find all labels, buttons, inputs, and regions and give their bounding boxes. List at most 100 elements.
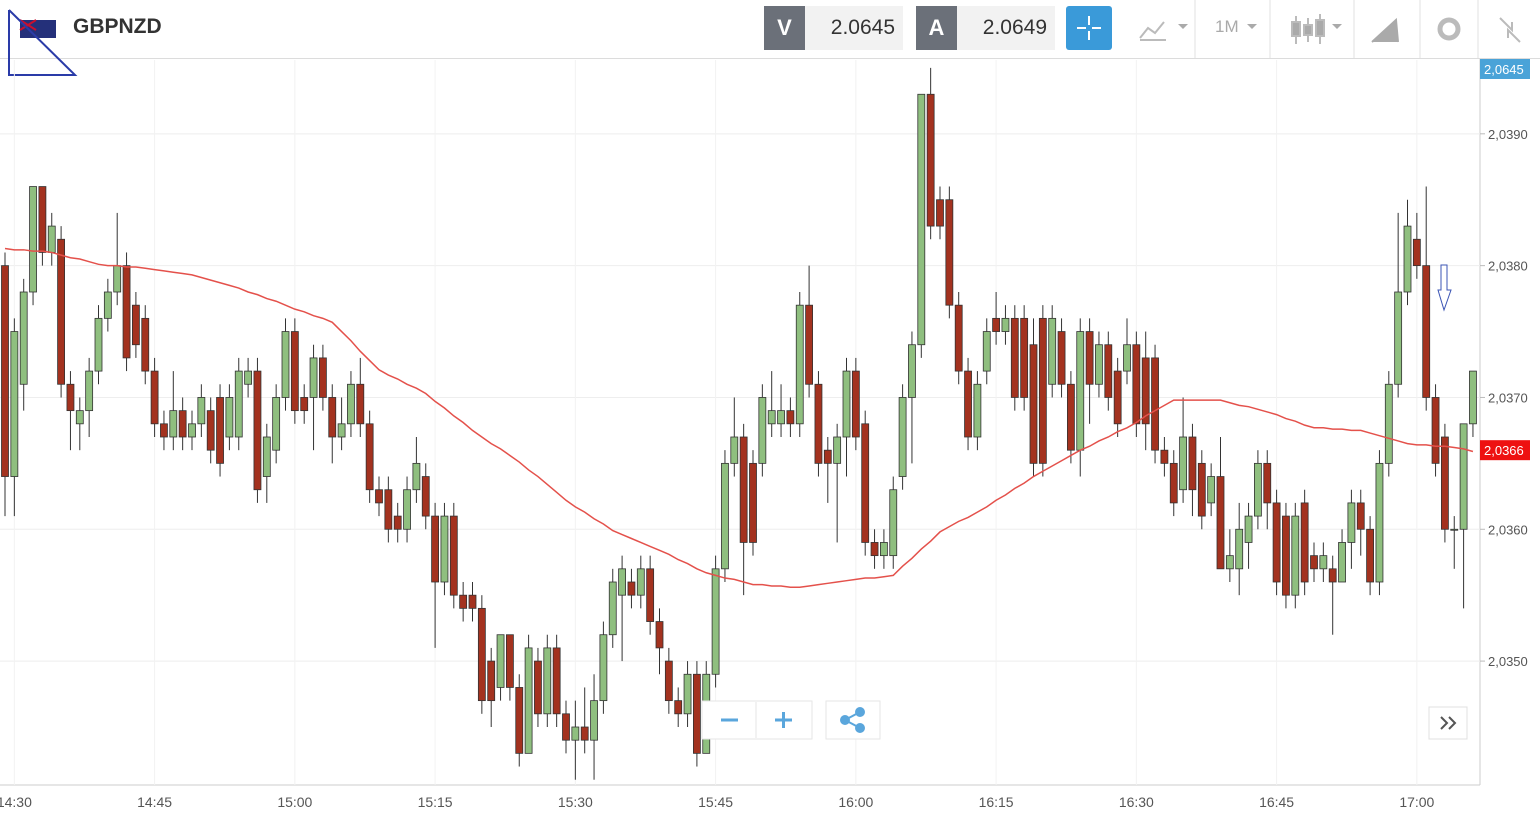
candle-body bbox=[945, 199, 954, 306]
candle-body bbox=[290, 331, 299, 412]
candle-body bbox=[75, 410, 84, 425]
top-price-tag-bg bbox=[1480, 59, 1530, 79]
candle-body bbox=[1319, 555, 1328, 570]
candle-body bbox=[356, 383, 365, 425]
candle-body bbox=[103, 291, 112, 319]
candle-body bbox=[477, 607, 486, 702]
candle-body bbox=[393, 515, 402, 530]
drawing-arrow bbox=[1437, 264, 1452, 312]
buy-label[interactable]: A bbox=[916, 6, 957, 50]
timeframe[interactable]: 1M bbox=[1215, 17, 1239, 36]
candle-body bbox=[29, 186, 37, 293]
candle-body bbox=[917, 93, 926, 346]
zoom-controls bbox=[701, 700, 881, 740]
candle-body bbox=[618, 568, 626, 596]
candle-body bbox=[318, 357, 327, 398]
x-tick-label: 15:45 bbox=[698, 794, 733, 810]
candle-body bbox=[833, 436, 842, 464]
candle-body bbox=[1085, 331, 1094, 385]
candle-body bbox=[898, 397, 907, 477]
candle-body bbox=[1384, 383, 1393, 464]
candle-body bbox=[122, 265, 131, 359]
x-tick-label: 17:00 bbox=[1399, 794, 1434, 810]
candle-body bbox=[365, 423, 374, 491]
scroll-right-button[interactable] bbox=[1428, 706, 1470, 742]
sell-label[interactable]: V bbox=[764, 6, 805, 50]
candle-body bbox=[1272, 502, 1281, 583]
candle-body bbox=[160, 423, 168, 438]
candle-body bbox=[842, 370, 851, 438]
candle-body bbox=[449, 515, 458, 596]
candle-body bbox=[281, 331, 290, 398]
x-tick-label: 16:15 bbox=[979, 794, 1014, 810]
candle-body bbox=[1160, 449, 1169, 464]
candle-body bbox=[814, 383, 823, 464]
candle-body bbox=[1338, 542, 1346, 583]
crosshair-button[interactable] bbox=[1066, 6, 1112, 50]
candle-body bbox=[1300, 502, 1309, 583]
candle-body bbox=[300, 397, 309, 412]
candle-body bbox=[403, 489, 411, 530]
candle-body bbox=[1197, 462, 1206, 517]
candle-body bbox=[1235, 528, 1244, 570]
candle-body bbox=[47, 225, 56, 253]
candle-body bbox=[851, 370, 860, 438]
candle-body bbox=[244, 370, 253, 385]
candle-body bbox=[421, 476, 430, 517]
x-tick-label: 16:30 bbox=[1119, 794, 1154, 810]
candle-body bbox=[1216, 476, 1225, 570]
candle-body bbox=[19, 291, 28, 385]
candle-body bbox=[1225, 555, 1234, 570]
candle-body bbox=[10, 331, 19, 477]
candle-body bbox=[1244, 515, 1253, 543]
candle-body bbox=[646, 568, 655, 622]
candle-body bbox=[524, 647, 533, 754]
candle-body bbox=[1441, 436, 1449, 530]
candle-body bbox=[954, 304, 963, 372]
candle-body bbox=[870, 542, 879, 557]
candle-body bbox=[674, 700, 683, 715]
candle-body bbox=[1328, 568, 1337, 583]
candle-body bbox=[711, 568, 720, 675]
candle-body bbox=[234, 370, 243, 438]
share-button[interactable] bbox=[840, 707, 865, 733]
zoom-in[interactable] bbox=[775, 712, 792, 728]
candle-body bbox=[1132, 344, 1141, 425]
candle-body bbox=[375, 489, 383, 504]
candle-body bbox=[253, 370, 262, 491]
candle-body bbox=[206, 410, 215, 451]
candle-body bbox=[1010, 317, 1019, 398]
candle-body bbox=[1310, 555, 1318, 570]
candle-body bbox=[150, 370, 159, 425]
candle-body bbox=[272, 397, 281, 451]
x-tick-label: 16:45 bbox=[1259, 794, 1294, 810]
candle-body bbox=[1263, 462, 1272, 504]
candle-body bbox=[113, 265, 122, 293]
candle-body bbox=[777, 410, 785, 425]
candle-body bbox=[1431, 397, 1440, 464]
candle-body bbox=[1123, 344, 1131, 372]
candle-body bbox=[459, 594, 468, 609]
candle-body bbox=[608, 581, 617, 636]
sell-price[interactable]: 2.0645 bbox=[805, 6, 903, 50]
candle-body bbox=[1141, 357, 1150, 425]
candles bbox=[1, 67, 1477, 780]
flag-icon bbox=[8, 9, 78, 76]
buy-price[interactable]: 2.0649 bbox=[957, 6, 1055, 50]
x-tick-label: 15:00 bbox=[277, 794, 312, 810]
candle-body bbox=[1057, 331, 1066, 385]
x-tick-label: 14:45 bbox=[137, 794, 172, 810]
x-tick-label: 15:15 bbox=[418, 794, 453, 810]
candle-body bbox=[580, 726, 589, 741]
candle-body bbox=[1291, 515, 1300, 596]
candle-body bbox=[992, 317, 1000, 332]
candle-body bbox=[1375, 462, 1384, 583]
candle-body bbox=[543, 647, 552, 715]
candle-body bbox=[534, 660, 542, 715]
candle-body bbox=[1356, 502, 1365, 530]
candle-body bbox=[178, 410, 187, 438]
candle-body bbox=[1347, 502, 1356, 543]
candle-body bbox=[141, 317, 150, 372]
candle-body bbox=[1095, 344, 1103, 385]
candle-body bbox=[1366, 528, 1374, 583]
